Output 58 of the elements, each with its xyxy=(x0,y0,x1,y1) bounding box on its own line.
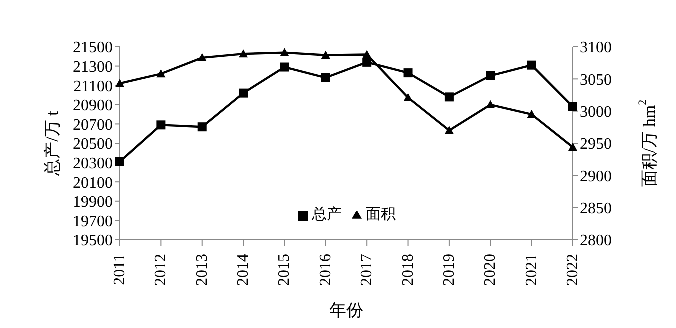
x-tick-label: 2021 xyxy=(523,254,540,286)
point xyxy=(280,62,290,72)
point xyxy=(568,142,578,151)
x-tick-label: 2022 xyxy=(564,254,582,286)
point xyxy=(239,50,248,58)
point xyxy=(404,93,413,102)
y-tick-label: 20500 xyxy=(73,136,113,154)
y-tick-label: 21500 xyxy=(73,40,113,57)
x-tick-label: 2011 xyxy=(112,254,128,286)
y-tick-label: 20100 xyxy=(73,174,113,192)
legend-label: 总产 xyxy=(312,207,342,223)
y2-tick-label: 3050 xyxy=(580,72,612,89)
x-axis-title: 年份 xyxy=(330,301,364,320)
y-tick-label: 21100 xyxy=(74,78,113,96)
y2-tick-label: 2800 xyxy=(580,232,612,250)
point xyxy=(444,126,454,134)
x-tick-label: 2019 xyxy=(440,254,458,286)
x-tick-label: 2012 xyxy=(152,254,170,286)
y-tick-label: 20700 xyxy=(73,116,113,134)
y-axis-title: 总产/万 t xyxy=(42,110,62,177)
y2-tick-label: 2850 xyxy=(580,200,612,218)
point xyxy=(116,79,124,88)
point xyxy=(486,71,496,80)
point xyxy=(444,92,454,102)
y-tick-label: 20900 xyxy=(73,98,113,115)
x-tick-label: 2020 xyxy=(482,254,500,286)
y2-tick-label: 2900 xyxy=(580,168,612,186)
point xyxy=(321,73,330,82)
point xyxy=(280,48,290,56)
x-tick-label: 2017 xyxy=(358,254,376,286)
x-tick-label: 2014 xyxy=(235,254,252,286)
point xyxy=(198,53,207,62)
y-tick-label: 19500 xyxy=(73,232,113,250)
point xyxy=(116,157,124,166)
point xyxy=(156,70,166,78)
point xyxy=(198,122,207,132)
point xyxy=(156,120,166,130)
point xyxy=(239,88,248,98)
point xyxy=(486,100,496,108)
point xyxy=(404,68,413,78)
point xyxy=(321,50,330,59)
y2-tick-label: 3000 xyxy=(580,104,612,122)
point xyxy=(362,50,372,58)
x-tick-label: 2018 xyxy=(400,254,417,286)
x-tick-label: 2016 xyxy=(317,254,334,286)
point xyxy=(568,102,578,112)
x-tick-label: 2013 xyxy=(194,254,211,286)
x-tick-label: 2015 xyxy=(276,254,294,286)
y2-tick-label: 2950 xyxy=(580,136,612,154)
y-tick-label: 19900 xyxy=(73,194,113,212)
y-tick-label: 20300 xyxy=(73,155,113,172)
y2-tick-label: 3100 xyxy=(580,40,612,57)
legend-label: 面积 xyxy=(366,207,396,223)
point xyxy=(362,58,372,67)
y-tick-label: 21300 xyxy=(73,58,113,76)
point xyxy=(527,60,536,70)
y-tick-label: 19700 xyxy=(73,213,113,230)
point xyxy=(527,110,536,118)
